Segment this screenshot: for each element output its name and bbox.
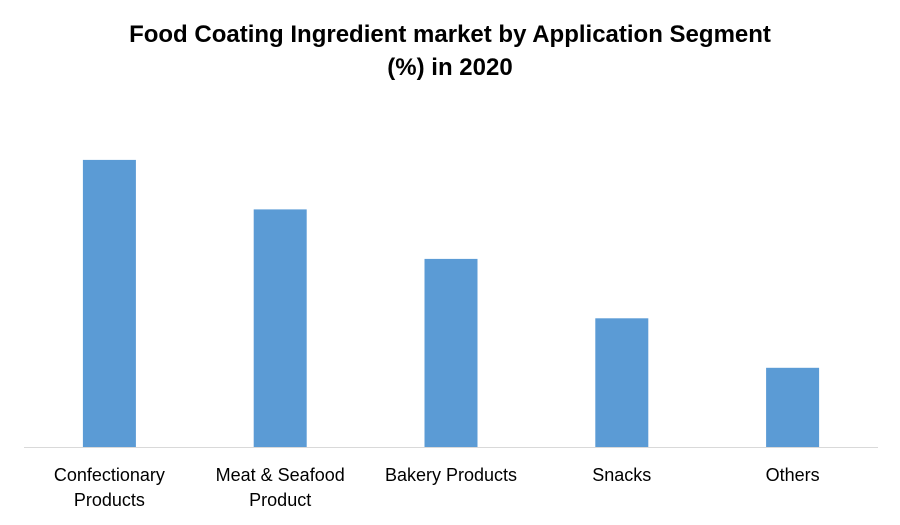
category-labels-group: Confectionary Products Meat & Seafood Produ…: [54, 465, 820, 510]
bar-0: [82, 159, 136, 447]
category-label-4-line-0: Others: [766, 465, 820, 485]
bar-4: [766, 367, 820, 447]
bar-1: [253, 209, 307, 447]
chart-title-line-2: (%) in 2020: [387, 54, 513, 81]
category-label-3: Snacks: [592, 465, 651, 485]
category-label-2-line-0: Bakery Products: [385, 465, 517, 485]
category-label-1: Meat & Seafood Product: [216, 465, 345, 510]
category-label-4: Others: [766, 465, 820, 485]
category-label-1-line-1: Product: [249, 490, 311, 510]
bar-2: [424, 258, 478, 447]
category-label-2: Bakery Products: [385, 465, 517, 485]
bar-3: [595, 318, 649, 447]
category-label-1-line-0: Meat & Seafood: [216, 465, 345, 485]
chart-title: Food Coating Ingredient market by Applic…: [0, 18, 900, 84]
bars-group: [82, 159, 820, 447]
category-label-0-line-1: Products: [74, 490, 145, 510]
category-label-0-line-0: Confectionary: [54, 465, 165, 485]
category-label-3-line-0: Snacks: [592, 465, 651, 485]
category-label-0: Confectionary Products: [54, 465, 165, 510]
chart-title-line-1: Food Coating Ingredient market by Applic…: [129, 21, 771, 48]
